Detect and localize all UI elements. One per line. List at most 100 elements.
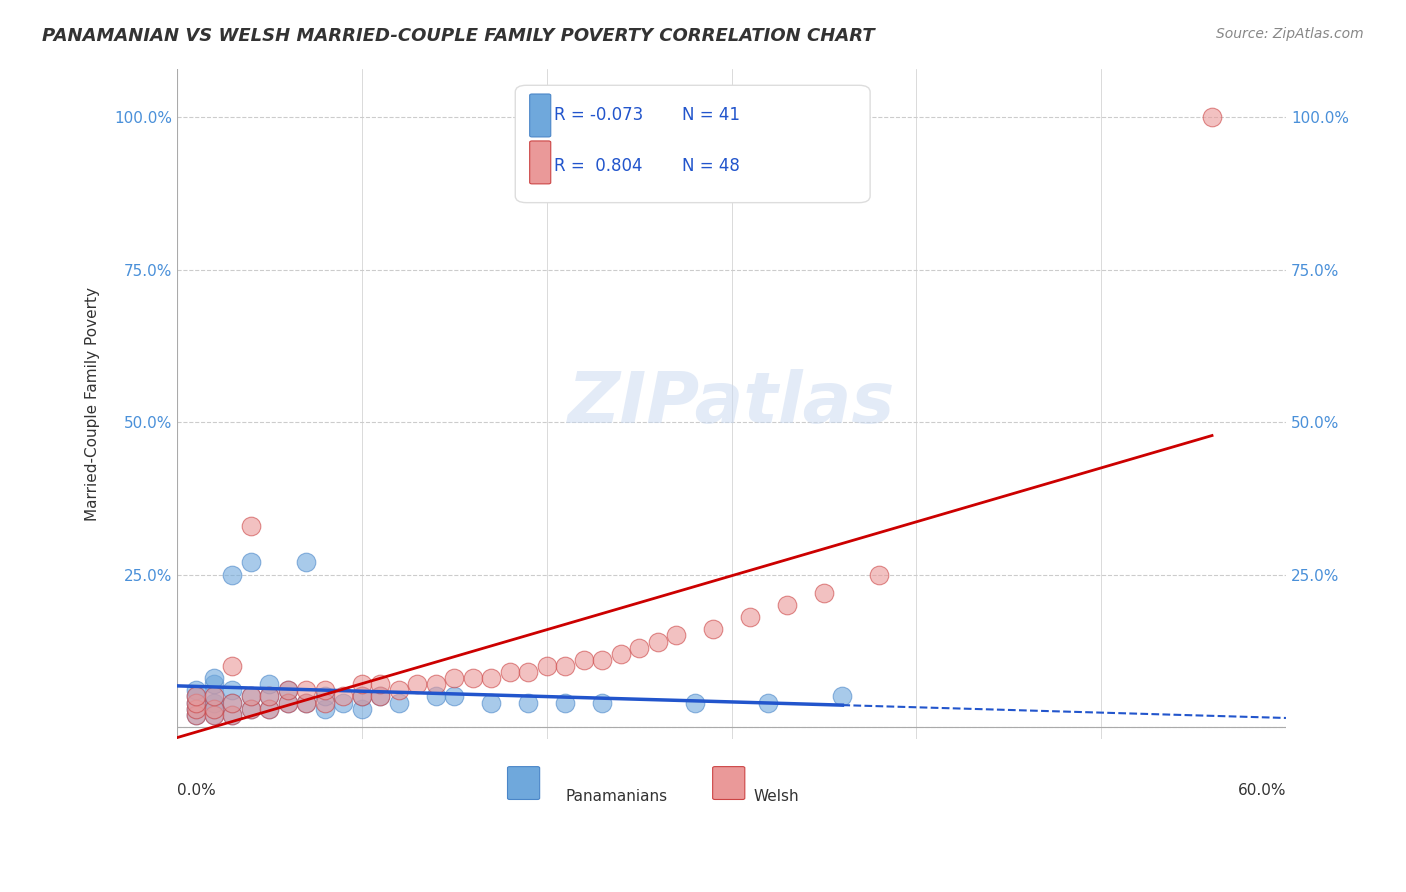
Text: Source: ZipAtlas.com: Source: ZipAtlas.com <box>1216 27 1364 41</box>
Welsh <box>221 696 243 710</box>
Panamanians <box>277 683 299 698</box>
Welsh <box>184 696 207 710</box>
Text: ZIPatlas: ZIPatlas <box>568 369 896 438</box>
Welsh <box>813 586 835 600</box>
Welsh <box>554 659 576 673</box>
Panamanians <box>240 701 263 715</box>
Panamanians <box>314 690 336 704</box>
Panamanians <box>370 690 392 704</box>
Welsh <box>240 518 263 533</box>
Welsh <box>277 683 299 698</box>
Welsh <box>370 677 392 691</box>
Panamanians <box>202 701 225 715</box>
Panamanians <box>350 690 373 704</box>
Welsh <box>517 665 540 679</box>
Panamanians <box>202 696 225 710</box>
Text: R = -0.073: R = -0.073 <box>554 106 644 125</box>
Welsh <box>295 683 318 698</box>
Panamanians <box>332 696 354 710</box>
Welsh <box>443 671 465 685</box>
Welsh <box>370 690 392 704</box>
Panamanians <box>591 696 613 710</box>
Panamanians <box>202 671 225 685</box>
Panamanians <box>259 677 281 691</box>
Welsh <box>259 701 281 715</box>
Panamanians <box>202 677 225 691</box>
Panamanians <box>295 555 318 569</box>
Panamanians <box>425 690 447 704</box>
Panamanians <box>479 696 502 710</box>
Welsh <box>702 623 724 637</box>
Welsh <box>461 671 484 685</box>
Panamanians <box>350 701 373 715</box>
Welsh <box>591 653 613 667</box>
FancyBboxPatch shape <box>530 94 551 136</box>
FancyBboxPatch shape <box>508 766 540 799</box>
FancyBboxPatch shape <box>713 766 745 799</box>
Welsh <box>202 701 225 715</box>
Text: N = 48: N = 48 <box>682 157 740 175</box>
Welsh <box>406 677 429 691</box>
Panamanians <box>277 696 299 710</box>
Welsh <box>350 677 373 691</box>
Welsh <box>665 628 688 642</box>
Panamanians <box>240 690 263 704</box>
Welsh <box>184 690 207 704</box>
Panamanians <box>517 696 540 710</box>
Panamanians <box>554 696 576 710</box>
Panamanians <box>388 696 411 710</box>
Welsh <box>536 659 558 673</box>
Welsh <box>240 690 263 704</box>
Panamanians <box>202 707 225 722</box>
Welsh <box>425 677 447 691</box>
Panamanians <box>184 696 207 710</box>
Text: PANAMANIAN VS WELSH MARRIED-COUPLE FAMILY POVERTY CORRELATION CHART: PANAMANIAN VS WELSH MARRIED-COUPLE FAMIL… <box>42 27 875 45</box>
Welsh <box>868 567 890 582</box>
Welsh <box>184 707 207 722</box>
Panamanians <box>184 707 207 722</box>
Panamanians <box>221 696 243 710</box>
Text: N = 41: N = 41 <box>682 106 740 125</box>
Welsh <box>295 696 318 710</box>
Welsh <box>1201 110 1223 124</box>
Text: 60.0%: 60.0% <box>1237 782 1286 797</box>
Y-axis label: Married-Couple Family Poverty: Married-Couple Family Poverty <box>86 287 100 521</box>
Welsh <box>572 653 595 667</box>
Panamanians <box>202 690 225 704</box>
Panamanians <box>443 690 465 704</box>
Panamanians <box>184 683 207 698</box>
Panamanians <box>259 701 281 715</box>
Welsh <box>202 690 225 704</box>
Panamanians <box>221 567 243 582</box>
Welsh <box>499 665 522 679</box>
Text: Panamanians: Panamanians <box>565 789 668 805</box>
Text: 0.0%: 0.0% <box>177 782 215 797</box>
Panamanians <box>240 555 263 569</box>
Welsh <box>350 690 373 704</box>
Welsh <box>314 683 336 698</box>
Welsh <box>628 640 651 655</box>
Panamanians <box>184 690 207 704</box>
Panamanians <box>221 683 243 698</box>
Panamanians <box>758 696 780 710</box>
Welsh <box>479 671 502 685</box>
Welsh <box>202 707 225 722</box>
Welsh <box>184 701 207 715</box>
Panamanians <box>221 707 243 722</box>
Panamanians <box>295 696 318 710</box>
Panamanians <box>314 701 336 715</box>
Welsh <box>221 659 243 673</box>
FancyBboxPatch shape <box>515 86 870 202</box>
Welsh <box>277 696 299 710</box>
Welsh <box>609 647 631 661</box>
Welsh <box>314 696 336 710</box>
Welsh <box>332 690 354 704</box>
FancyBboxPatch shape <box>530 141 551 184</box>
Welsh <box>221 707 243 722</box>
Text: Welsh: Welsh <box>754 789 799 805</box>
Panamanians <box>683 696 706 710</box>
Panamanians <box>259 690 281 704</box>
Welsh <box>738 610 761 624</box>
Welsh <box>388 683 411 698</box>
Panamanians <box>831 690 853 704</box>
